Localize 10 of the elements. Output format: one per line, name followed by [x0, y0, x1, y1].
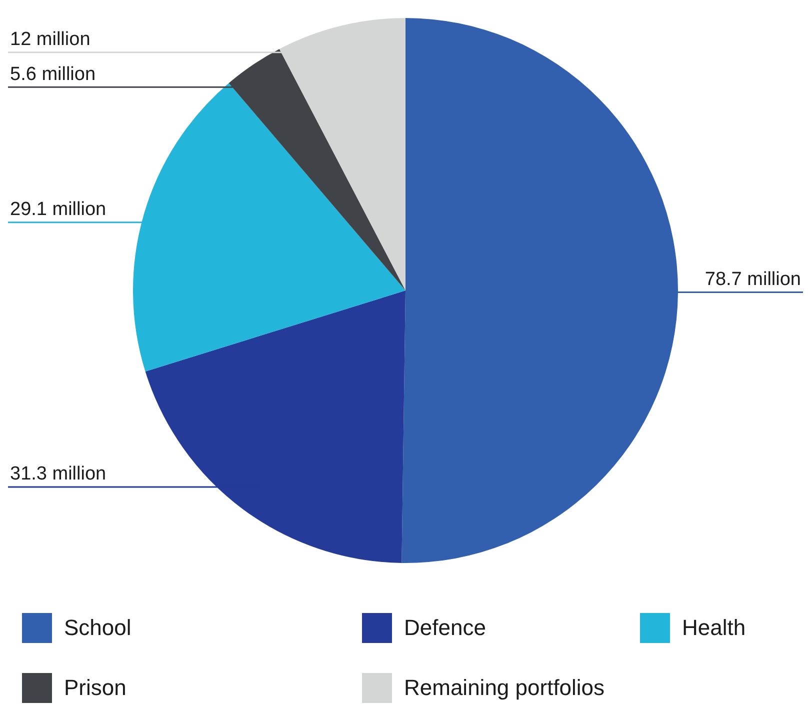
data-label: 31.3 million: [10, 464, 106, 485]
legend-label: School: [64, 615, 132, 641]
legend-label: Health: [682, 615, 746, 641]
data-label: 12 million: [10, 29, 90, 50]
data-label: 29.1 million: [10, 199, 106, 220]
legend-label: Remaining portfolios: [404, 675, 605, 701]
legend-label: Prison: [64, 675, 126, 701]
data-label: 5.6 million: [10, 64, 96, 85]
legend-label: Defence: [404, 615, 486, 641]
data-label: 78.7 million: [704, 268, 801, 290]
